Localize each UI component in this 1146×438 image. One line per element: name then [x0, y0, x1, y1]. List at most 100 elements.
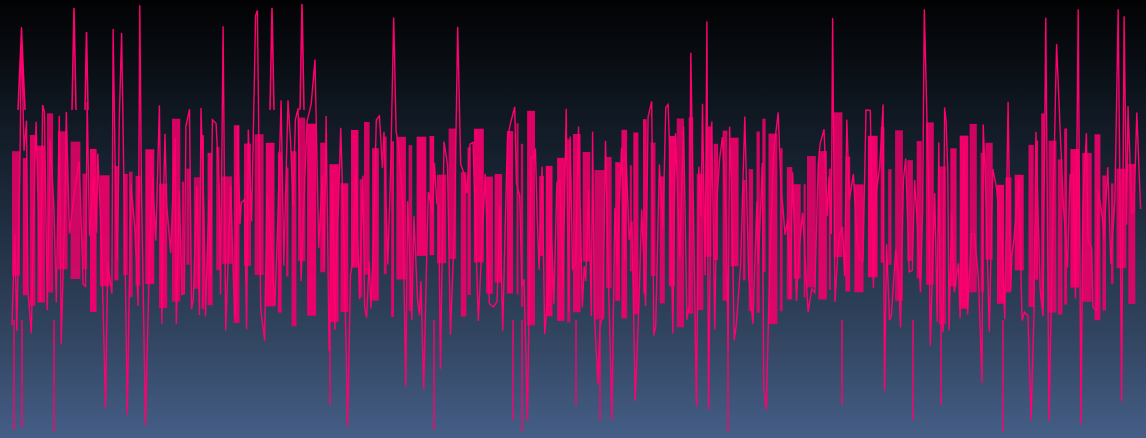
squiggle-spike-up — [71, 7, 77, 111]
squiggle-block — [494, 174, 503, 283]
squiggle-block — [186, 168, 190, 265]
squiggle-block — [916, 141, 922, 279]
squiggle-block — [123, 173, 128, 275]
squiggle-block — [969, 123, 977, 293]
squiggle-block — [448, 128, 457, 259]
squiggle-block — [854, 184, 864, 293]
squiggle-spike-up — [269, 7, 275, 111]
squiggle-block — [706, 126, 712, 257]
squiggle-block — [437, 174, 447, 264]
squiggle-block — [950, 148, 957, 287]
squiggle-block — [633, 132, 639, 315]
squiggle-stroke — [11, 5, 1142, 428]
squiggle-block — [925, 122, 934, 285]
squiggle-block — [895, 130, 903, 301]
squiggle-block — [615, 162, 620, 301]
squiggle-block — [460, 172, 467, 317]
squiggle-block — [539, 176, 544, 257]
squiggle-block — [22, 158, 28, 296]
squiggle-block — [391, 141, 394, 317]
squiggle-block — [408, 145, 413, 311]
squiggle-block — [696, 173, 704, 310]
squiggle-block — [193, 177, 200, 289]
squiggle-block — [557, 157, 565, 321]
squiggle-block — [201, 135, 204, 309]
squiggle-block — [1041, 113, 1045, 307]
squiggle-block — [90, 148, 97, 312]
squiggle-block — [298, 117, 306, 262]
squiggle-block — [277, 152, 282, 313]
squiggle-block — [527, 110, 535, 326]
squiggle-block — [364, 122, 370, 275]
squiggle-spike-up — [84, 31, 89, 111]
squiggle-block — [1128, 163, 1136, 304]
squiggle-spike-up — [17, 29, 26, 111]
squiggle-block — [997, 184, 1005, 304]
squiggle-block — [867, 135, 878, 278]
squiggle-block — [57, 131, 68, 270]
squiggle-block — [748, 169, 754, 311]
squiggle-block — [779, 148, 783, 312]
squiggle-block — [520, 143, 524, 307]
squiggle-block — [659, 176, 665, 304]
squiggle-spike-up — [299, 3, 305, 111]
squiggle-block — [12, 151, 20, 276]
squiggle-block — [222, 176, 233, 264]
squiggle-block — [756, 131, 760, 313]
squiggle-block — [216, 146, 220, 271]
squiggle-block — [307, 123, 317, 316]
squiggle-block — [688, 117, 694, 314]
squiggle-block — [291, 151, 297, 327]
squiggle-block — [629, 165, 632, 272]
squiggle-block — [807, 156, 816, 288]
squiggle-block — [429, 136, 435, 256]
squiggle-block — [29, 134, 36, 306]
squiggle-block — [82, 173, 88, 270]
squiggle-block — [1005, 177, 1012, 293]
squiggle-block — [1064, 128, 1068, 305]
squiggle-block — [396, 136, 406, 280]
squiggle-block — [416, 136, 427, 256]
squiggle-block — [1082, 152, 1092, 302]
squiggle-block — [582, 152, 591, 262]
squiggle-block — [730, 137, 739, 267]
squiggle-block — [888, 169, 892, 265]
squiggle-block — [722, 130, 728, 301]
squiggle-block — [545, 165, 553, 317]
squiggle-block — [606, 157, 612, 289]
squiggle-block — [985, 142, 993, 260]
squiggle-block — [818, 151, 827, 300]
squiggle-block — [486, 176, 493, 294]
squiggle-block — [467, 147, 471, 295]
squiggle-block — [833, 112, 843, 258]
squiggle-block — [786, 167, 793, 300]
squiggle-block — [768, 133, 778, 324]
squiggle-block — [907, 160, 913, 261]
squiggle-block — [1116, 168, 1127, 269]
squiggle-block — [383, 136, 387, 275]
squiggle-block — [70, 141, 81, 279]
squiggle-block — [473, 128, 484, 263]
squiggle-block — [1035, 140, 1039, 280]
squiggle-block — [643, 119, 647, 294]
squiggle-block — [1057, 159, 1063, 315]
squiggle-block — [1102, 175, 1106, 311]
squiggle-block — [845, 156, 851, 292]
squiggle-block — [880, 127, 885, 263]
squiggle-block — [938, 166, 946, 324]
squiggle-block — [1028, 144, 1034, 307]
squiggle-block — [47, 113, 54, 293]
squiggle-block — [713, 143, 719, 261]
squiggle-block — [762, 118, 766, 273]
squiggle-block — [793, 184, 801, 279]
squiggle-block — [181, 181, 184, 295]
squiggle-block — [742, 180, 746, 281]
squiggle-block — [286, 167, 289, 277]
squiggle-block — [372, 148, 379, 301]
squiggle-block — [99, 175, 110, 287]
squiggle-block — [594, 170, 605, 320]
squiggle-block — [506, 131, 514, 294]
squiggle-block — [516, 123, 519, 295]
squiggle-block — [828, 168, 831, 290]
